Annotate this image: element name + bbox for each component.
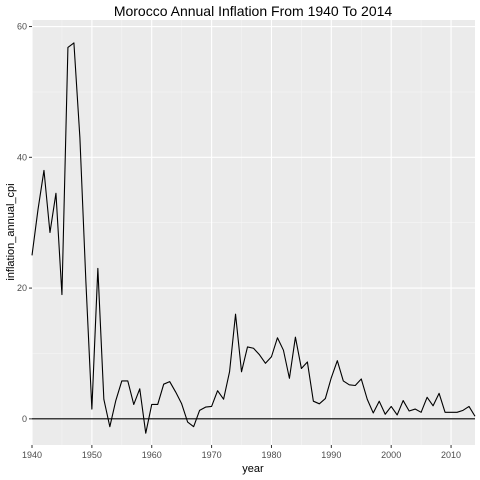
x-tick-label: 2010 bbox=[441, 450, 461, 460]
x-tick-label: 1950 bbox=[82, 450, 102, 460]
y-axis-ticks: 0 20 40 60 bbox=[17, 22, 32, 424]
x-tick-label: 1940 bbox=[22, 450, 42, 460]
x-axis-title: year bbox=[242, 463, 264, 475]
inflation-series-line bbox=[31, 42, 476, 434]
y-axis-title: inflation_annual_cpi bbox=[5, 183, 17, 280]
x-axis-ticks: 1940 1950 1960 1970 1980 1990 2000 2010 bbox=[22, 445, 461, 460]
plot-panel bbox=[32, 20, 475, 445]
y-tick-label: 40 bbox=[17, 152, 27, 162]
series-group bbox=[31, 42, 476, 434]
y-tick-label: 0 bbox=[22, 414, 27, 424]
minor-gridlines bbox=[32, 20, 475, 445]
y-tick-label: 20 bbox=[17, 283, 27, 293]
x-tick-label: 1980 bbox=[261, 450, 281, 460]
x-tick-label: 1970 bbox=[202, 450, 222, 460]
x-tick-label: 2000 bbox=[381, 450, 401, 460]
x-tick-label: 1990 bbox=[321, 450, 341, 460]
chart-title: Morocco Annual Inflation From 1940 To 20… bbox=[114, 3, 393, 19]
y-tick-label: 60 bbox=[17, 22, 27, 32]
x-tick-label: 1960 bbox=[142, 450, 162, 460]
